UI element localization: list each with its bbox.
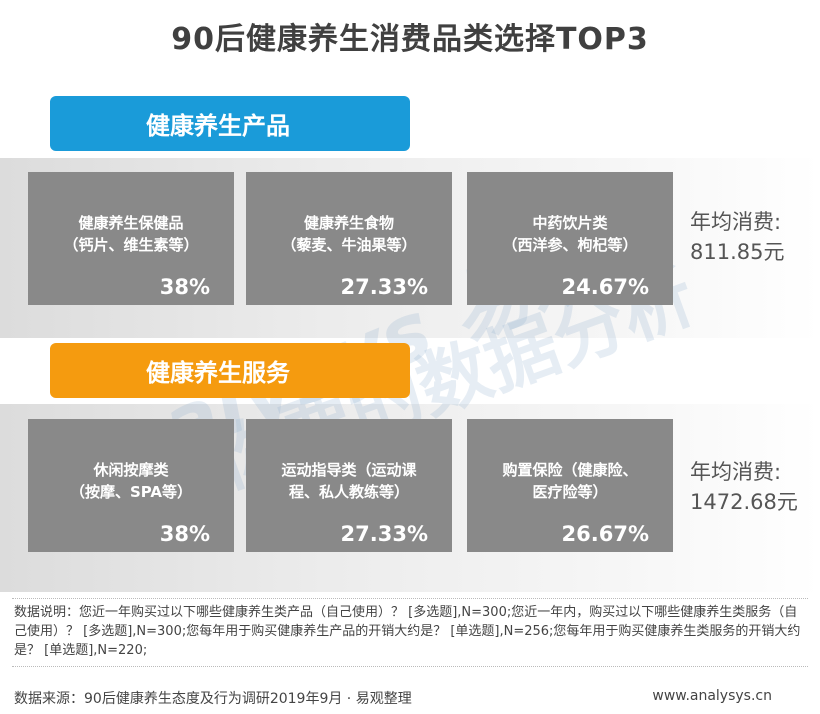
category-name: 中药饮片类 （西洋参、枸杞等） [467,212,673,256]
services-section-label: 健康养生服务 [50,343,410,398]
category-percent: 38% [159,522,210,546]
category-percent: 38% [159,275,210,299]
category-card-massage: 休闲按摩类 （按摩、SPA等） 38% [28,419,234,552]
annual-spend-label: 年均消费: [690,460,782,484]
divider-bottom [12,666,808,667]
category-percent: 24.67% [561,275,649,299]
category-percent: 27.33% [340,522,428,546]
annual-spend-value: 1472.68元 [690,490,798,514]
category-name: 运动指导类（运动课 程、私人教练等） [246,459,452,503]
category-name-line2: （藜麦、牛油果等） [281,236,417,254]
category-name-line2: （钙片、维生素等） [63,236,199,254]
divider-top [12,598,808,599]
category-name-line1: 健康养生食物 [303,214,394,232]
category-card-herbal-medicine: 中药饮片类 （西洋参、枸杞等） 24.67% [467,172,673,305]
category-name-line1: 购置保险（健康险、 [502,461,638,479]
category-name-line2: （按摩、SPA等） [69,483,193,501]
category-name: 健康养生食物 （藜麦、牛油果等） [246,212,452,256]
category-name-line2: 程、私人教练等） [288,483,409,501]
category-name: 休闲按摩类 （按摩、SPA等） [28,459,234,503]
category-name-line1: 健康养生保健品 [78,214,184,232]
data-source: 数据来源：90后健康养生态度及行为调研2019年9月 · 易观整理 [14,691,412,707]
services-annual-spend: 年均消费: 1472.68元 [690,457,798,517]
website-url: www.analysys.cn [652,688,772,704]
category-card-supplements: 健康养生保健品 （钙片、维生素等） 38% [28,172,234,305]
category-name-line2: （西洋参、枸杞等） [502,236,638,254]
category-percent: 26.67% [561,522,649,546]
category-percent: 27.33% [340,275,428,299]
category-name-line1: 休闲按摩类 [93,461,169,479]
category-name: 健康养生保健品 （钙片、维生素等） [28,212,234,256]
products-section-label: 健康养生产品 [50,96,410,151]
category-card-insurance: 购置保险（健康险、 医疗险等） 26.67% [467,419,673,552]
category-name-line1: 运动指导类（运动课 [281,461,417,479]
category-card-sports-coaching: 运动指导类（运动课 程、私人教练等） 27.33% [246,419,452,552]
products-annual-spend: 年均消费: 811.85元 [690,207,784,267]
category-name: 购置保险（健康险、 医疗险等） [467,459,673,503]
page-title: 90后健康养生消费品类选择TOP3 [171,22,649,57]
data-note: 数据说明：您近一年购买过以下哪些健康养生类产品（自己使用）？ [多选题],N=3… [14,605,801,658]
annual-spend-value: 811.85元 [690,240,785,264]
annual-spend-label: 年均消费: [690,210,782,234]
category-name-line1: 中药饮片类 [532,214,608,232]
category-card-health-food: 健康养生食物 （藜麦、牛油果等） 27.33% [246,172,452,305]
category-name-line2: 医疗险等） [532,483,608,501]
